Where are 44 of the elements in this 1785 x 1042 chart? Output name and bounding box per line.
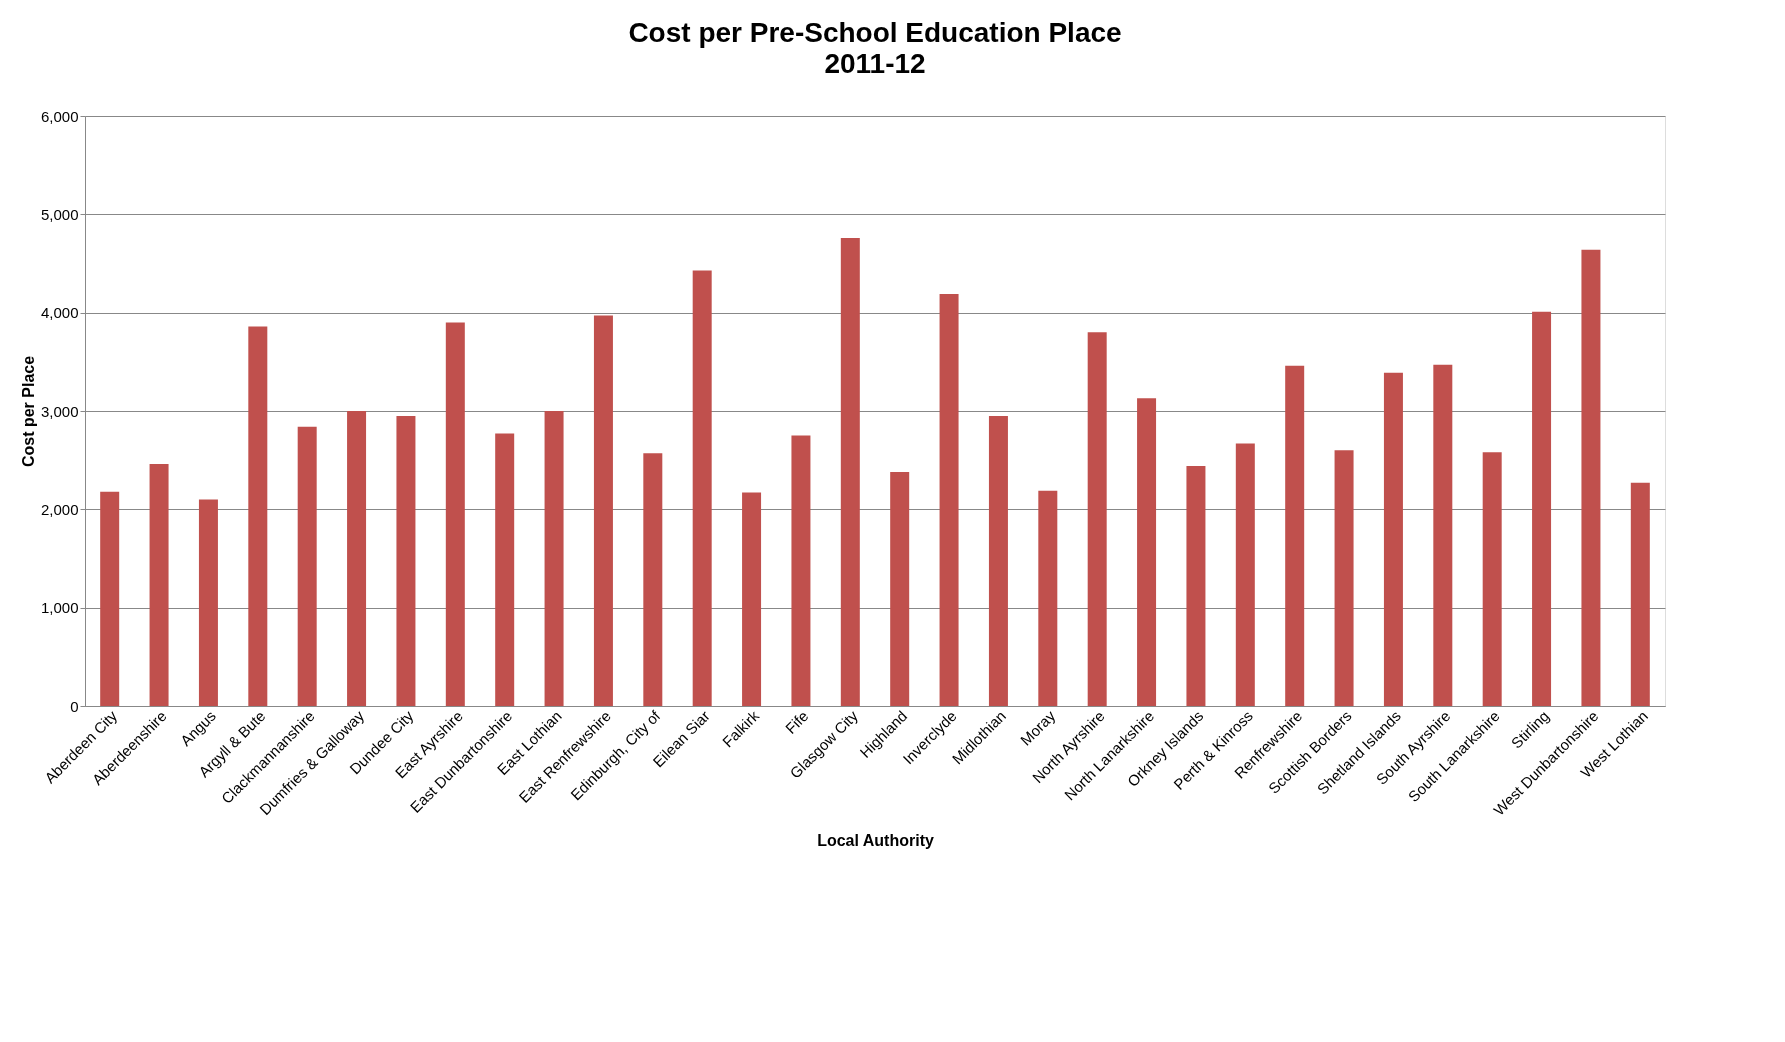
bar [149,464,169,706]
bar [347,411,367,706]
bar [445,322,465,706]
bar [791,435,811,706]
bar [1383,372,1403,706]
bar [988,415,1008,706]
x-tick-label: Fife [781,707,812,737]
y-tick-label: 2,000 [40,500,79,518]
y-tick-label: 1,000 [40,599,79,617]
bar [890,471,910,706]
bar [1630,482,1650,706]
bar [198,499,218,706]
y-tick-label: 4,000 [40,304,79,322]
y-tick-label: 5,000 [40,205,79,223]
y-tick-label: 0 [70,697,79,715]
bar [1087,332,1107,706]
bar [1433,364,1453,706]
bar [1038,490,1058,706]
bar [495,433,515,706]
bar [1482,452,1502,706]
bar [1334,450,1354,706]
bar [1581,249,1601,706]
x-axis-title: Local Authority [817,831,934,849]
bar [742,492,762,706]
y-axis-title: Cost per Place [19,355,37,468]
chart-title: Cost per Pre-School Education Place [628,17,1122,48]
bar [1285,365,1305,706]
chart-subtitle: 2011-12 [824,48,926,79]
bar [297,426,317,706]
bar [643,453,663,706]
bar [396,415,416,706]
bar [1235,443,1255,706]
y-tick-label: 3,000 [40,402,79,420]
bar [939,293,959,706]
bar [544,411,564,706]
bar [1137,398,1157,706]
bar [692,270,712,706]
bar [593,315,613,706]
bar [248,326,268,706]
y-tick-label: 6,000 [40,107,79,125]
bar [1532,311,1552,706]
bar [1186,466,1206,706]
bar [100,491,120,706]
bar [840,237,860,706]
